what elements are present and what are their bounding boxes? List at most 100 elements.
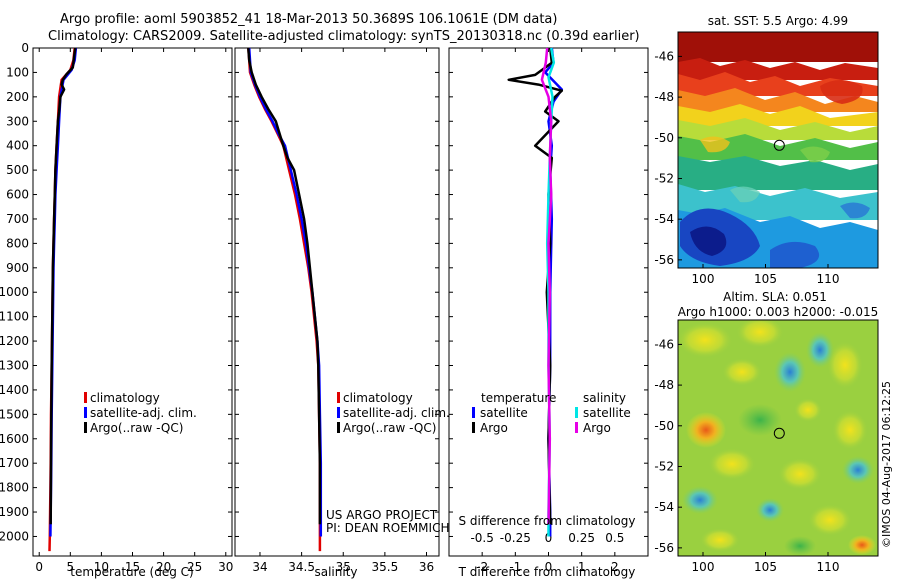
figure-title-line1: Argo profile: aoml 5903852_41 18-Mar-201… (60, 12, 558, 27)
temperature-ticks: 0100200300400500600700800900100011001200… (0, 41, 233, 574)
x-tick-label: 35 (336, 560, 351, 574)
y-tick-label: 1900 (0, 505, 29, 519)
pi-annotation: PI: DEAN ROEMMICH (326, 521, 449, 535)
difference-xlabel: T difference from climatology (458, 565, 636, 579)
legend-label-satellite-adj: satellite-adj. clim. (343, 406, 450, 420)
legend-label-climatology: climatology (343, 391, 413, 405)
salinity-lines (247, 47, 323, 552)
sla-map-ticks: 100 105 110 -46 -48 -50 -52 -54 -56 (654, 337, 839, 574)
legend-swatch-temp-argo (472, 422, 475, 433)
salinity-xlabel: salinity (314, 565, 357, 579)
y-tick-label: 1100 (0, 310, 29, 324)
legend-swatch-sal-argo (575, 422, 578, 433)
top-x-tick-label: 0.25 (568, 531, 595, 545)
y-tick-label: 1300 (0, 359, 29, 373)
sla-heatmap (678, 320, 878, 556)
x-tick-label: -1 (509, 560, 521, 574)
map-y-tick-label: -52 (654, 171, 674, 185)
x-tick-label: -2 (476, 560, 488, 574)
map-y-tick-label: -54 (654, 212, 674, 226)
map-y-tick-label: -54 (654, 500, 674, 514)
sst-heatmap (678, 32, 878, 268)
temperature-xlabel: temperature (deg C) (70, 565, 193, 579)
sst-profile-location-marker (773, 139, 785, 151)
y-tick-label: 900 (6, 261, 29, 275)
x-tick-label: 2 (611, 560, 619, 574)
x-tick-label: 20 (156, 560, 171, 574)
figure-title-line2: Climatology: CARS2009. Satellite-adjuste… (48, 29, 640, 44)
map-y-tick-label: -48 (654, 378, 674, 392)
y-tick-label: 200 (6, 90, 29, 104)
y-tick-label: 1000 (0, 285, 29, 299)
legend-label-temp-satellite: satellite (480, 406, 528, 420)
y-tick-label: 500 (6, 163, 29, 177)
y-tick-label: 1800 (0, 481, 29, 495)
map-y-tick-label: -50 (654, 131, 674, 145)
x-tick-label: 35.5 (372, 560, 399, 574)
legend-label-argo: Argo(..raw -QC) (90, 421, 183, 435)
y-tick-label: 1200 (0, 334, 29, 348)
y-tick-label: 2000 (0, 529, 29, 543)
temperature-legend: climatology satellite-adj. clim. Argo(..… (84, 391, 197, 435)
x-tick-label: 10 (94, 560, 109, 574)
legend-swatch-argo (84, 422, 87, 433)
legend-label-temp-argo: Argo (480, 421, 508, 435)
temperature-panel: 0100200300400500600700800900100011001200… (0, 41, 233, 579)
legend-swatch-argo (337, 422, 340, 433)
y-tick-label: 400 (6, 139, 29, 153)
x-tick-label: 5 (66, 560, 74, 574)
map-x-tick-label: 100 (692, 560, 715, 574)
sst-map-frame (677, 31, 879, 269)
legend-label-climatology: climatology (90, 391, 160, 405)
difference-panel: -2 -1 0 1 2 -0.5 -0.25 0 0.25 0.5 temperature sal… (448, 47, 649, 579)
legend-label-sal-satellite: satellite (583, 406, 631, 420)
legend-label-sal-argo: Argo (583, 421, 611, 435)
map-y-tick-label: -50 (654, 419, 674, 433)
y-tick-label: 700 (6, 212, 29, 226)
legend-title-salinity: salinity (583, 391, 626, 405)
y-tick-label: 0 (21, 41, 29, 55)
y-tick-label: 300 (6, 114, 29, 128)
project-annotation: US ARGO PROJECT (326, 508, 438, 522)
difference-legend: temperature salinity satellite Argo sate… (472, 391, 631, 435)
map-y-tick-label: -46 (654, 337, 674, 351)
map-y-tick-label: -56 (654, 541, 674, 555)
map-y-tick-label: -56 (654, 253, 674, 267)
y-tick-label: 1600 (0, 432, 29, 446)
top-x-tick-label: 0.5 (605, 531, 624, 545)
map-x-tick-label: 105 (754, 560, 777, 574)
legend-swatch-climatology (337, 392, 340, 403)
map-x-tick-label: 110 (817, 560, 840, 574)
y-tick-label: 1700 (0, 456, 29, 470)
salinity-axes-frame (234, 47, 440, 557)
x-tick-label: 34 (252, 560, 267, 574)
x-tick-label: 34.5 (288, 560, 315, 574)
y-tick-label: 1500 (0, 407, 29, 421)
map-x-tick-label: 100 (692, 272, 715, 286)
top-x-tick-label: 0 (545, 531, 553, 545)
difference-top-xlabel: S difference from climatology (459, 514, 636, 528)
difference-ticks: -2 -1 0 1 2 -0.5 -0.25 0 0.25 0.5 (449, 47, 648, 574)
legend-swatch-sal-satellite (575, 407, 578, 418)
sst-map-panel: sat. SST: 5.5 Argo: 4.99 100 105 110 -46 -48… (654, 14, 879, 286)
sla-map-frame (677, 319, 879, 557)
x-tick-label: 0 (35, 560, 43, 574)
legend-swatch-satellite-adj (84, 407, 87, 418)
legend-label-satellite-adj: satellite-adj. clim. (90, 406, 197, 420)
difference-lines (507, 47, 564, 537)
sla-map-title: Altim. SLA: 0.051 (723, 290, 827, 304)
sst-map-title: sat. SST: 5.5 Argo: 4.99 (708, 14, 848, 28)
x-tick-label: 25 (187, 560, 202, 574)
y-tick-label: 600 (6, 188, 29, 202)
legend-swatch-climatology (84, 392, 87, 403)
salinity-panel: 34 34.5 35 35.5 36 climatology satellite-adj… (234, 47, 450, 579)
sla-map-panel: Altim. SLA: 0.051 Argo h1000: 0.003 h200… (654, 290, 893, 574)
series-line-salinity-argo (540, 47, 553, 525)
legend-swatch-satellite-adj (337, 407, 340, 418)
x-tick-label: 0 (545, 560, 553, 574)
y-tick-label: 800 (6, 236, 29, 250)
y-tick-label: 1400 (0, 383, 29, 397)
map-y-tick-label: -46 (654, 49, 674, 63)
top-x-tick-label: -0.25 (500, 531, 531, 545)
legend-title-temperature: temperature (481, 391, 556, 405)
